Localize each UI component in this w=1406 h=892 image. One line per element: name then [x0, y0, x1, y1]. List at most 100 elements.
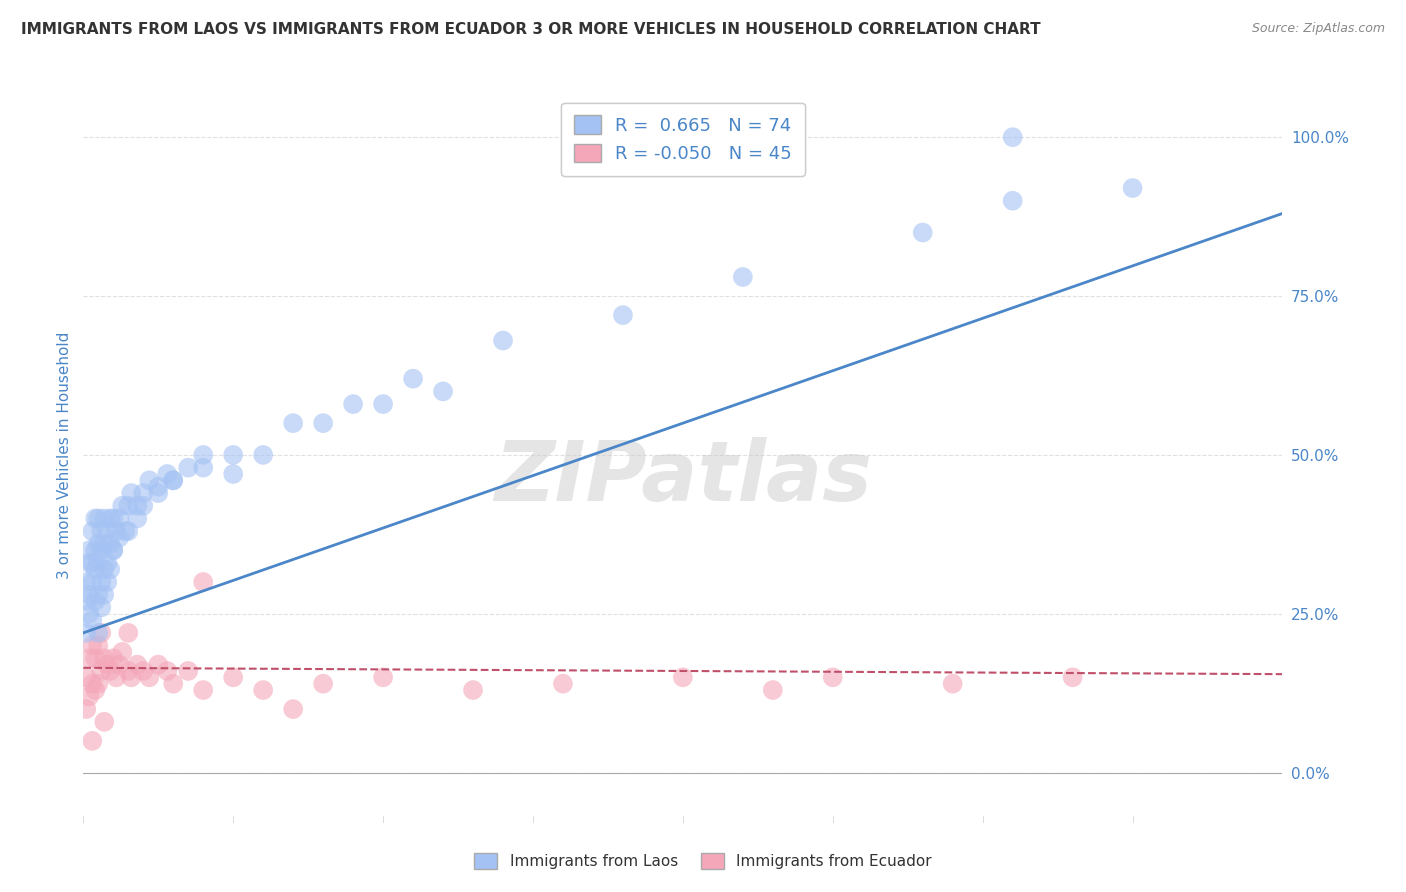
- Point: [84, 651, 107, 665]
- Point: [82, 556, 104, 570]
- Point: [1062, 670, 1084, 684]
- Point: [120, 486, 142, 500]
- Point: [193, 448, 215, 462]
- Point: [127, 511, 149, 525]
- Point: [312, 416, 335, 430]
- Point: [75, 702, 97, 716]
- Point: [731, 270, 754, 285]
- Point: [96, 657, 118, 672]
- Point: [551, 676, 574, 690]
- Point: [79, 543, 101, 558]
- Point: [148, 486, 170, 500]
- Point: [75, 594, 97, 608]
- Point: [402, 372, 425, 386]
- Point: [103, 651, 125, 665]
- Point: [492, 334, 515, 348]
- Point: [911, 226, 934, 240]
- Point: [672, 670, 695, 684]
- Point: [127, 499, 149, 513]
- Text: IMMIGRANTS FROM LAOS VS IMMIGRANTS FROM ECUADOR 3 OR MORE VEHICLES IN HOUSEHOLD : IMMIGRANTS FROM LAOS VS IMMIGRANTS FROM …: [21, 22, 1040, 37]
- Point: [82, 676, 104, 690]
- Point: [87, 676, 110, 690]
- Point: [84, 543, 107, 558]
- Point: [96, 524, 118, 538]
- Point: [193, 574, 215, 589]
- Point: [162, 473, 184, 487]
- Point: [75, 625, 97, 640]
- Point: [111, 499, 134, 513]
- Point: [117, 664, 139, 678]
- Point: [75, 670, 97, 684]
- Point: [87, 511, 110, 525]
- Point: [79, 690, 101, 704]
- Point: [193, 460, 215, 475]
- Point: [93, 714, 115, 729]
- Point: [1122, 181, 1144, 195]
- Point: [79, 607, 101, 621]
- Point: [90, 664, 112, 678]
- Point: [222, 670, 245, 684]
- Point: [82, 613, 104, 627]
- Point: [103, 543, 125, 558]
- Legend: Immigrants from Laos, Immigrants from Ecuador: Immigrants from Laos, Immigrants from Ec…: [468, 847, 938, 875]
- Point: [1001, 194, 1024, 208]
- Point: [138, 670, 160, 684]
- Point: [461, 683, 484, 698]
- Point: [84, 594, 107, 608]
- Point: [281, 702, 304, 716]
- Point: [148, 657, 170, 672]
- Point: [93, 537, 115, 551]
- Point: [108, 511, 131, 525]
- Point: [117, 499, 139, 513]
- Point: [98, 562, 121, 576]
- Point: [90, 524, 112, 538]
- Point: [177, 664, 200, 678]
- Point: [96, 574, 118, 589]
- Point: [90, 600, 112, 615]
- Point: [120, 670, 142, 684]
- Point: [762, 683, 785, 698]
- Point: [93, 651, 115, 665]
- Point: [108, 657, 131, 672]
- Point: [222, 448, 245, 462]
- Y-axis label: 3 or more Vehicles in Household: 3 or more Vehicles in Household: [58, 331, 72, 579]
- Point: [105, 524, 128, 538]
- Point: [1001, 130, 1024, 145]
- Point: [79, 588, 101, 602]
- Point: [281, 416, 304, 430]
- Point: [111, 645, 134, 659]
- Point: [90, 574, 112, 589]
- Point: [103, 511, 125, 525]
- Point: [79, 651, 101, 665]
- Point: [84, 683, 107, 698]
- Point: [821, 670, 844, 684]
- Point: [156, 664, 179, 678]
- Point: [79, 556, 101, 570]
- Point: [132, 499, 155, 513]
- Point: [114, 524, 136, 538]
- Point: [75, 574, 97, 589]
- Point: [82, 524, 104, 538]
- Point: [90, 625, 112, 640]
- Point: [942, 676, 965, 690]
- Text: Source: ZipAtlas.com: Source: ZipAtlas.com: [1251, 22, 1385, 36]
- Point: [87, 537, 110, 551]
- Point: [93, 562, 115, 576]
- Point: [96, 556, 118, 570]
- Point: [105, 670, 128, 684]
- Point: [162, 676, 184, 690]
- Point: [432, 384, 454, 399]
- Point: [98, 511, 121, 525]
- Point: [87, 556, 110, 570]
- Point: [90, 543, 112, 558]
- Point: [127, 657, 149, 672]
- Point: [82, 734, 104, 748]
- Point: [108, 531, 131, 545]
- Point: [98, 664, 121, 678]
- Point: [82, 639, 104, 653]
- Point: [93, 588, 115, 602]
- Point: [87, 588, 110, 602]
- Point: [138, 473, 160, 487]
- Point: [252, 683, 274, 698]
- Point: [98, 537, 121, 551]
